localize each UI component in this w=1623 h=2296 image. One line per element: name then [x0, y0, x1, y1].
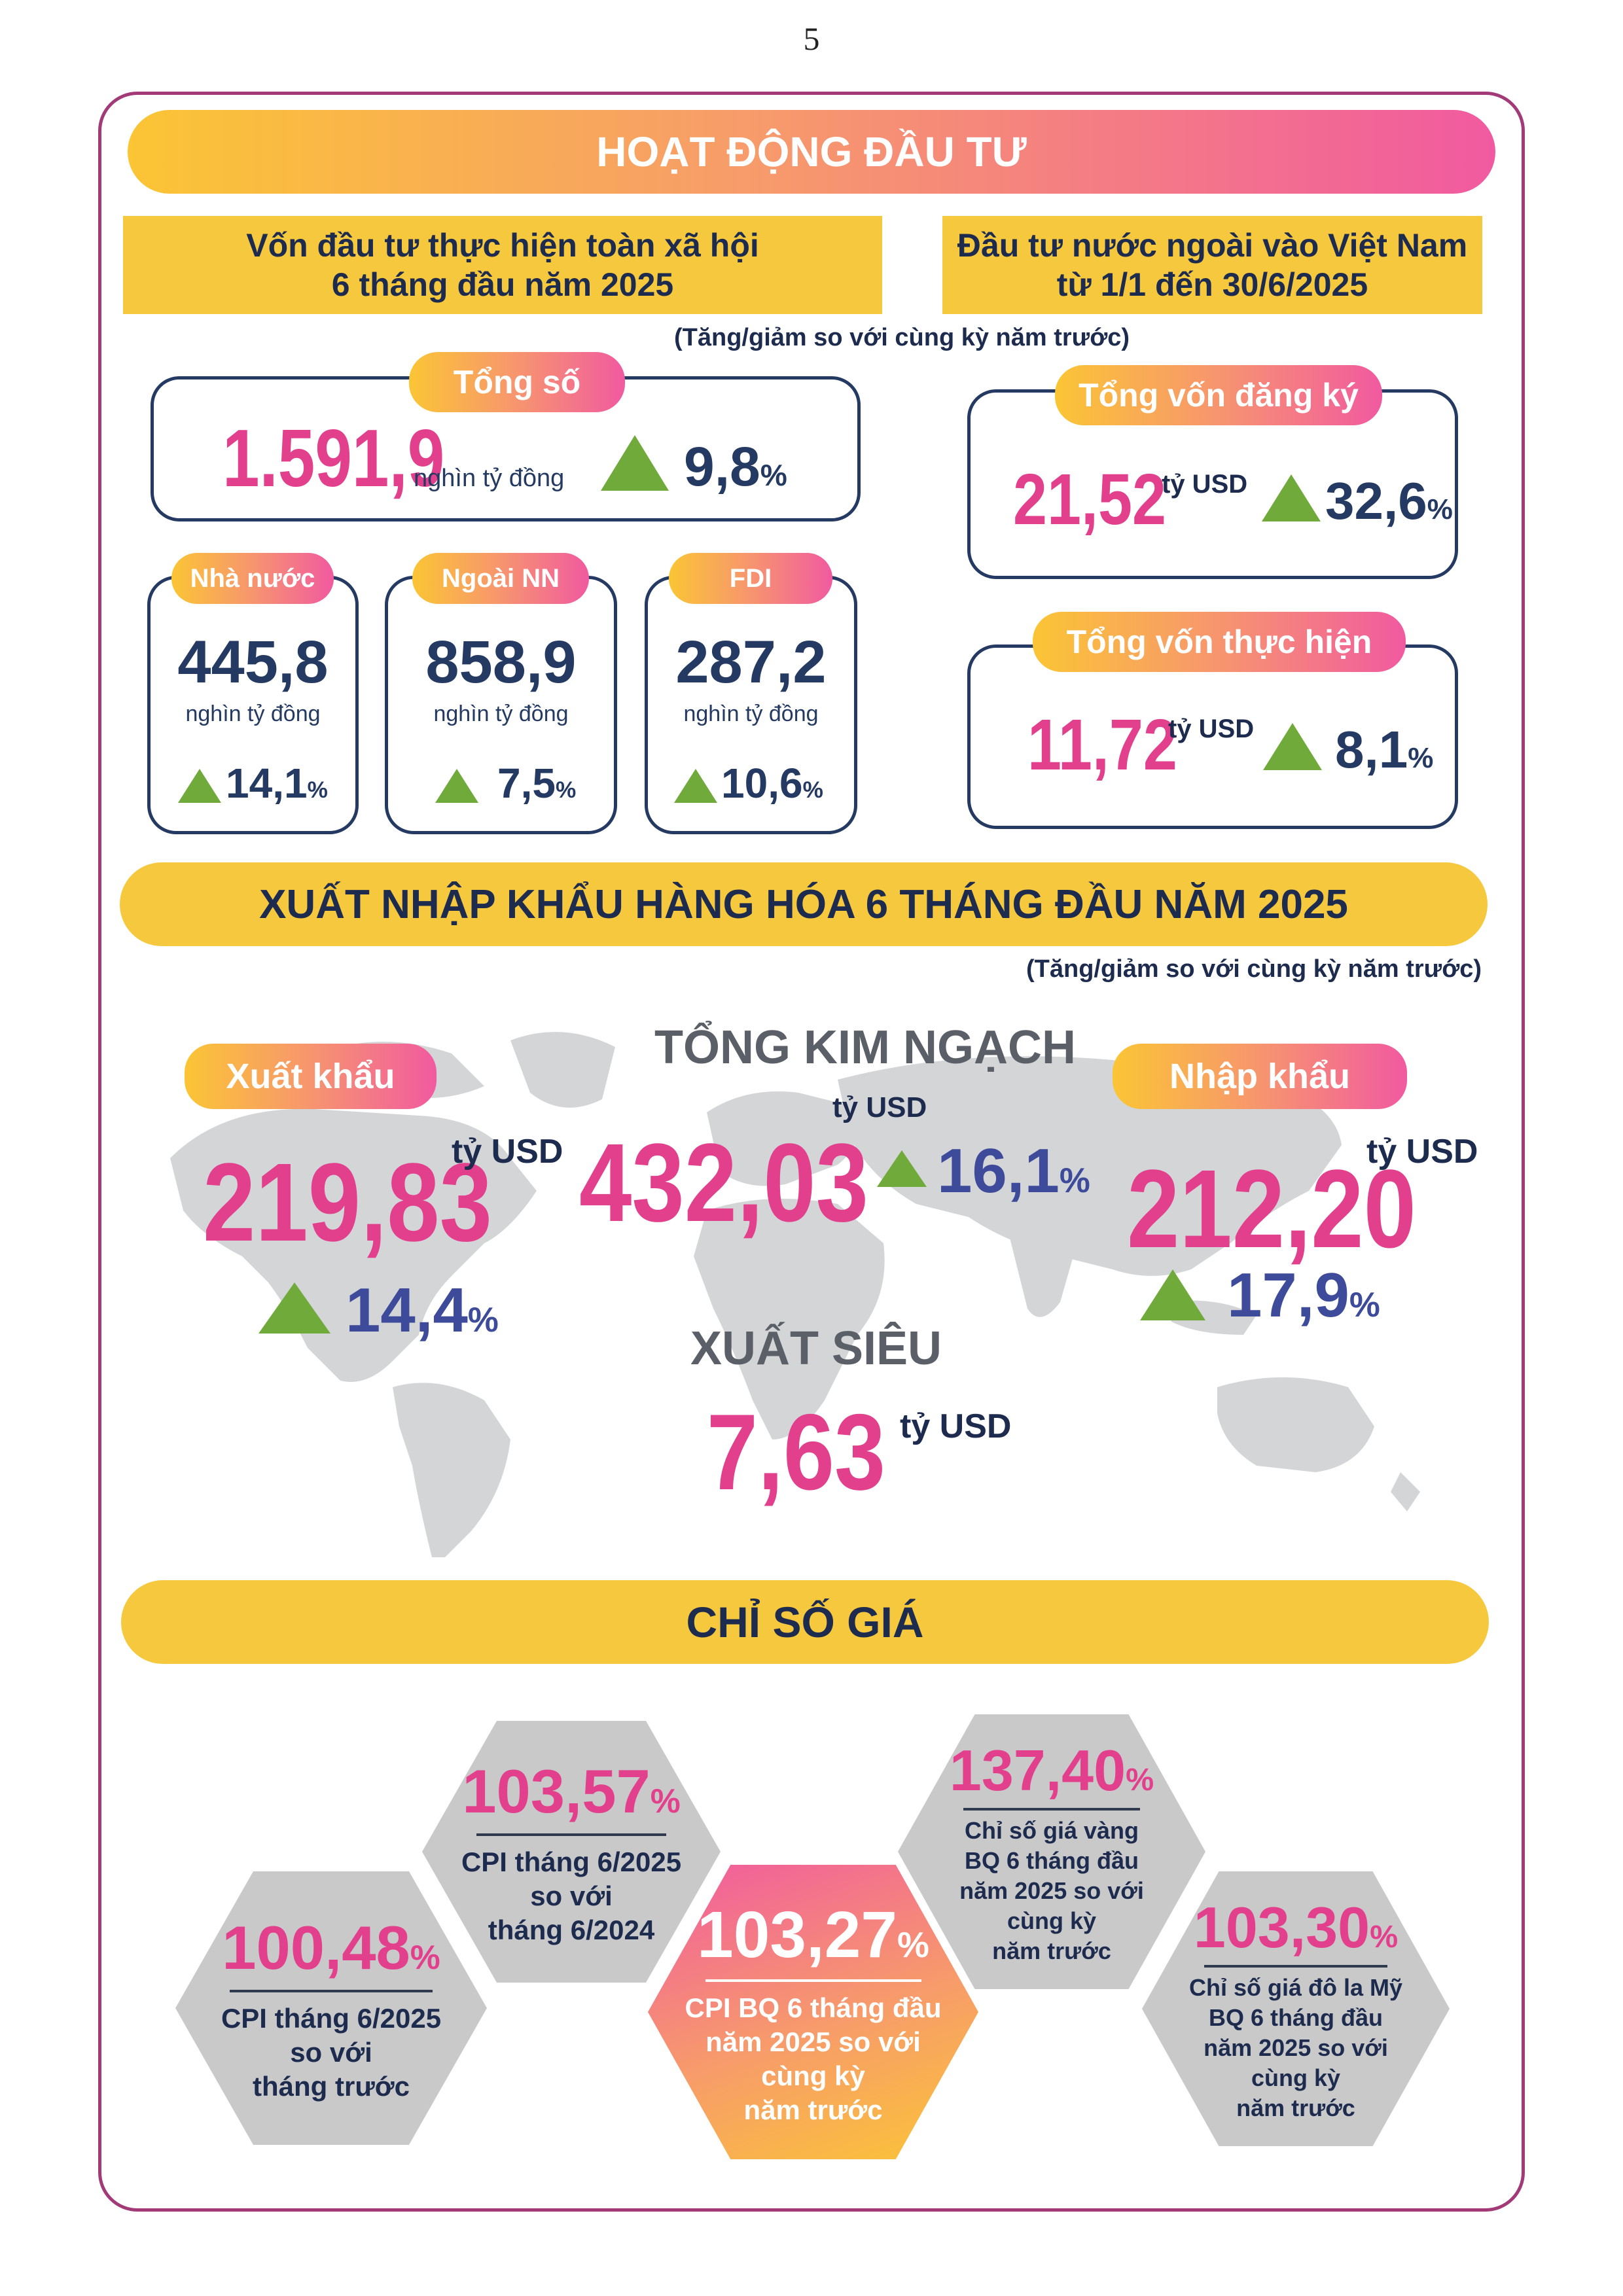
fdi-investment-value: 287,2: [675, 629, 827, 696]
export-unit: tỷ USD: [452, 1133, 563, 1171]
investment-banner-title: HOẠT ĐỘNG ĐẦU TƯ: [596, 128, 1027, 175]
divider: [230, 1990, 433, 1992]
total-investment-value: 1.591,9: [223, 414, 445, 504]
increase-triangle-icon: [259, 1282, 330, 1333]
private-investment-unit: nghìn tỷ đồng: [433, 701, 569, 726]
cpi-month-value: 100,48%: [222, 1913, 440, 1982]
total-investment-change: 9,8%: [684, 436, 787, 497]
increase-triangle-icon: [178, 769, 221, 803]
usd-price-desc-line: năm trước: [1236, 2094, 1355, 2121]
fdi-investment-change: 10,6%: [721, 760, 823, 807]
total-turnover-unit: tỷ USD: [832, 1091, 927, 1123]
fdi-registered-pill: Tổng vốn đăng ký: [1055, 365, 1382, 425]
gold-price-value: 137,40%: [949, 1738, 1154, 1803]
usd-price-desc-line: năm 2025 so với: [1204, 2034, 1388, 2061]
fdi-investment-unit: nghìn tỷ đồng: [683, 701, 819, 726]
usd-price-value: 103,30%: [1193, 1895, 1399, 1960]
cpi-year-value: 103,57%: [462, 1757, 681, 1826]
trade-surplus-label: XUẤT SIÊU: [690, 1322, 942, 1375]
trade-surplus-unit: tỷ USD: [900, 1407, 1012, 1445]
trade-banner-title: XUẤT NHẬP KHẨU HÀNG HÓA 6 THÁNG ĐẦU NĂM …: [259, 881, 1348, 927]
usd-price-desc-line: BQ 6 tháng đầu: [1208, 2004, 1383, 2031]
gold-price-desc-line: BQ 6 tháng đầu: [964, 1847, 1139, 1874]
fdi-implemented-change: 8,1%: [1335, 720, 1434, 779]
cpi-month-hexagon: 100,48% CPI tháng 6/2025 so với tháng tr…: [175, 1871, 487, 2145]
gold-price-desc-line: cùng kỳ: [1007, 1907, 1097, 1934]
price-banner: CHỈ SỐ GIÁ: [121, 1580, 1489, 1664]
export-pill: Xuất khẩu: [185, 1044, 437, 1109]
trade-banner: XUẤT NHẬP KHẨU HÀNG HÓA 6 THÁNG ĐẦU NĂM …: [120, 862, 1488, 946]
fdi-implemented-pill: Tổng vốn thực hiện: [1033, 612, 1406, 672]
page-number: 5: [803, 20, 820, 57]
cpi-average-desc-line: năm 2025 so với: [705, 2026, 921, 2057]
export-change: 14,4%: [346, 1275, 499, 1345]
total-turnover-value: 432,03: [579, 1121, 868, 1245]
increase-triangle-icon: [601, 435, 669, 491]
cpi-year-desc-line: CPI tháng 6/2025: [461, 1846, 682, 1877]
state-investment-unit: nghìn tỷ đồng: [185, 701, 321, 726]
gold-price-hexagon: 137,40% Chỉ số giá vàng BQ 6 tháng đầu n…: [898, 1714, 1205, 1989]
page-frame: [98, 92, 1525, 2212]
trade-surplus-value: 7,63: [707, 1392, 885, 1512]
cpi-year-desc-line: so với: [530, 1881, 613, 1911]
domestic-investment-heading: Vốn đầu tư thực hiện toàn xã hội 6 tháng…: [123, 216, 882, 314]
cpi-average-desc-line: năm trước: [743, 2094, 883, 2125]
fdi-registered-change: 32,6%: [1325, 472, 1453, 530]
state-investment-value: 445,8: [177, 629, 329, 696]
private-investment-box: [385, 576, 617, 834]
fdi-heading: Đầu tư nước ngoài vào Việt Nam từ 1/1 đế…: [942, 216, 1482, 314]
cpi-average-value: 103,27%: [697, 1898, 929, 1971]
increase-triangle-icon: [1263, 723, 1322, 770]
divider: [705, 1979, 921, 1982]
total-investment-unit: nghìn tỷ đồng: [414, 465, 565, 492]
fdi-heading-line2: từ 1/1 đến 30/6/2025: [1056, 266, 1368, 303]
cpi-year-desc-line: tháng 6/2024: [488, 1915, 655, 1945]
domestic-heading-line1: Vốn đầu tư thực hiện toàn xã hội: [246, 227, 759, 264]
price-banner-title: CHỈ SỐ GIÁ: [686, 1598, 924, 1646]
fdi-heading-line1: Đầu tư nước ngoài vào Việt Nam: [957, 227, 1468, 264]
trade-note: (Tăng/giảm so với cùng kỳ năm trước): [1026, 955, 1482, 983]
fdi-registered-unit: tỷ USD: [1162, 470, 1248, 499]
increase-triangle-icon: [1262, 474, 1321, 521]
import-value: 212,20: [1127, 1147, 1416, 1271]
gold-price-desc-line: năm trước: [992, 1937, 1111, 1964]
divider: [476, 1833, 666, 1836]
total-turnover-change: 16,1%: [937, 1136, 1090, 1206]
import-unit: tỷ USD: [1366, 1133, 1478, 1171]
state-investment-change: 14,1%: [226, 760, 328, 807]
divider: [1204, 1965, 1387, 1968]
private-investment-change: 7,5%: [497, 760, 577, 807]
state-investment-pill: Nhà nước: [171, 553, 334, 604]
total-turnover-label: TỔNG KIM NGẠCH: [654, 1021, 1076, 1074]
private-investment-value: 858,9: [425, 629, 577, 696]
increase-triangle-icon: [877, 1150, 927, 1187]
import-pill: Nhập khẩu: [1113, 1044, 1407, 1109]
cpi-average-desc-line: CPI BQ 6 tháng đầu: [685, 1992, 942, 2023]
fdi-implemented-unit: tỷ USD: [1168, 715, 1255, 743]
divider: [963, 1808, 1140, 1810]
increase-triangle-icon: [435, 769, 478, 803]
usd-price-desc-line: cùng kỳ: [1251, 2064, 1341, 2091]
total-investment-pill: Tổng số: [409, 352, 625, 412]
cpi-month-desc-line: tháng trước: [253, 2071, 410, 2102]
usd-price-hexagon: 103,30% Chỉ số giá đô la Mỹ BQ 6 tháng đ…: [1142, 1871, 1450, 2146]
fdi-investment-pill: FDI: [669, 553, 832, 604]
fdi-implemented-value: 11,72: [1027, 705, 1177, 785]
increase-triangle-icon: [1140, 1269, 1205, 1320]
export-value: 219,83: [203, 1140, 492, 1265]
domestic-heading-line2: 6 tháng đầu năm 2025: [331, 266, 674, 303]
cpi-average-desc-line: cùng kỳ: [761, 2060, 865, 2091]
gold-price-desc-line: Chỉ số giá vàng: [964, 1817, 1139, 1844]
cpi-month-desc-line: so với: [290, 2037, 372, 2068]
cpi-year-hexagon: 103,57% CPI tháng 6/2025 so với tháng 6/…: [422, 1721, 721, 1983]
import-change: 17,9%: [1227, 1260, 1380, 1330]
private-investment-pill: Ngoài NN: [412, 553, 589, 604]
cpi-month-desc-line: CPI tháng 6/2025: [221, 2003, 442, 2034]
usd-price-desc-line: Chỉ số giá đô la Mỹ: [1188, 1974, 1403, 2001]
fdi-registered-value: 21,52: [1013, 459, 1166, 540]
gold-price-desc-line: năm 2025 so với: [959, 1877, 1144, 1904]
investment-note: (Tăng/giảm so với cùng kỳ năm trước): [674, 324, 1130, 351]
increase-triangle-icon: [674, 769, 717, 803]
investment-banner: HOẠT ĐỘNG ĐẦU TƯ: [128, 110, 1495, 194]
